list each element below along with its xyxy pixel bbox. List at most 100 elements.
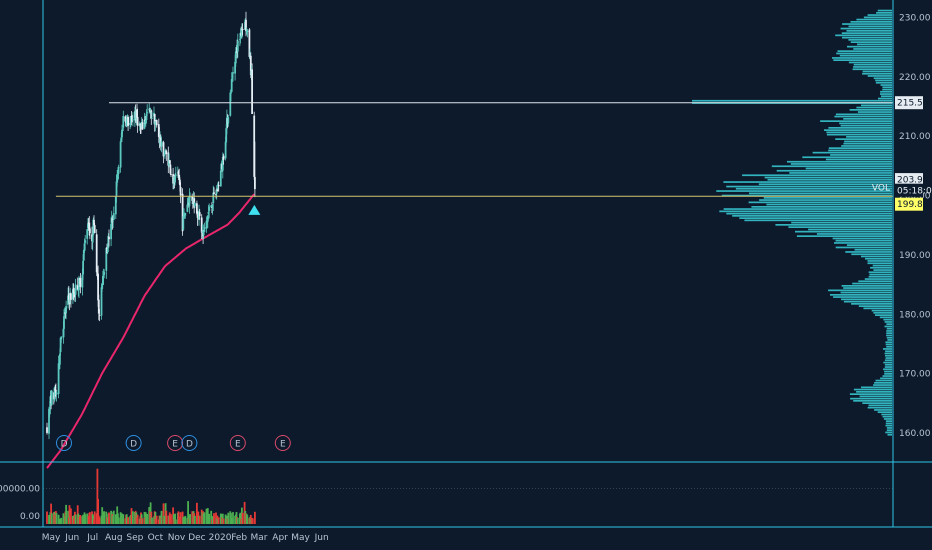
volume-profile-label: VOL bbox=[872, 183, 890, 193]
candle-body bbox=[57, 363, 60, 394]
candle-body bbox=[167, 152, 170, 166]
candle-body bbox=[115, 181, 118, 196]
profile-bar bbox=[764, 176, 892, 179]
candle-body bbox=[50, 390, 53, 405]
profile-bar bbox=[841, 32, 892, 34]
candle-body bbox=[200, 217, 203, 233]
profile-bar bbox=[853, 388, 892, 391]
earnings-event-marker[interactable] bbox=[229, 435, 246, 451]
volume-bar bbox=[67, 510, 69, 524]
volume-bar bbox=[132, 511, 134, 524]
profile-bar bbox=[873, 312, 892, 314]
profile-bar bbox=[874, 382, 892, 384]
volume-bar bbox=[151, 517, 153, 524]
candle-body bbox=[91, 236, 94, 243]
y-axis-tick-label: 230.00 bbox=[899, 13, 931, 23]
volume-bar bbox=[154, 511, 157, 524]
earnings-event-marker[interactable] bbox=[274, 435, 291, 451]
candle-body bbox=[248, 29, 251, 57]
candle-body bbox=[157, 124, 160, 137]
x-axis-tick-label: May bbox=[291, 533, 310, 543]
profile-bar bbox=[867, 406, 892, 409]
candle-body bbox=[97, 273, 99, 301]
candle-body bbox=[177, 171, 180, 176]
profile-bar bbox=[882, 86, 892, 89]
candle-body bbox=[46, 427, 48, 433]
profile-bar bbox=[850, 41, 892, 43]
volume-bar bbox=[117, 517, 120, 524]
profile-bar bbox=[870, 266, 892, 269]
y-axis-tick-label: 210.00 bbox=[899, 132, 931, 142]
profile-bar bbox=[884, 363, 892, 366]
candle-body bbox=[241, 30, 243, 37]
x-axis-tick-label: May bbox=[42, 533, 61, 543]
horizontal-lines[interactable] bbox=[55, 102, 893, 197]
profile-bar bbox=[840, 124, 892, 127]
x-axis-tick-label: Aug bbox=[105, 533, 123, 543]
y-axis-tick-label: 180.00 bbox=[899, 310, 931, 320]
candle-body bbox=[55, 392, 58, 395]
profile-bar bbox=[835, 246, 892, 249]
profile-bar bbox=[843, 287, 892, 289]
profile-bar bbox=[742, 174, 892, 177]
profile-bar bbox=[847, 45, 892, 48]
candle-body bbox=[208, 206, 211, 211]
profile-bar bbox=[851, 303, 892, 305]
profile-bar bbox=[766, 203, 892, 206]
profile-bar bbox=[886, 429, 892, 432]
event-label: D bbox=[130, 440, 137, 450]
profile-bar bbox=[723, 208, 892, 210]
candle-body bbox=[194, 202, 196, 207]
candle-body bbox=[136, 116, 139, 126]
profile-bar bbox=[861, 104, 892, 107]
profile-bar bbox=[856, 18, 892, 21]
profile-bar bbox=[884, 366, 892, 368]
candle-body bbox=[48, 408, 50, 434]
profile-bar bbox=[873, 384, 892, 386]
profile-bar bbox=[886, 336, 892, 339]
profile-bar bbox=[857, 43, 892, 46]
profile-bar bbox=[885, 343, 892, 346]
profile-bar bbox=[878, 97, 892, 100]
profile-bar bbox=[876, 12, 892, 14]
profile-bar bbox=[884, 325, 892, 328]
profile-bar bbox=[851, 253, 892, 256]
candle-body bbox=[165, 150, 168, 154]
candle-body bbox=[198, 212, 201, 217]
x-axis-tick-label: Jun bbox=[314, 533, 329, 543]
candle-body bbox=[101, 283, 104, 289]
volume-bar bbox=[155, 515, 158, 524]
volume-bar bbox=[232, 512, 234, 524]
profile-bar bbox=[840, 27, 892, 30]
dividend-event-marker[interactable] bbox=[56, 435, 72, 451]
profile-bar bbox=[863, 307, 892, 310]
profile-bar bbox=[862, 70, 892, 73]
profile-bar bbox=[867, 260, 892, 262]
volume-bar bbox=[251, 517, 253, 524]
candle-body bbox=[119, 141, 122, 168]
candle-body bbox=[79, 277, 82, 287]
profile-bar bbox=[830, 294, 892, 296]
dividend-event-marker[interactable] bbox=[181, 435, 198, 451]
countdown-tag-box bbox=[895, 183, 923, 197]
profile-bar bbox=[856, 391, 892, 393]
profile-bar bbox=[749, 192, 892, 195]
candle-body bbox=[81, 274, 84, 288]
earnings-event-marker[interactable] bbox=[167, 435, 184, 451]
profile-bar bbox=[873, 269, 892, 271]
candles bbox=[46, 11, 261, 440]
profile-bar bbox=[832, 237, 892, 240]
candle-body bbox=[249, 55, 252, 75]
profile-bar bbox=[884, 370, 892, 373]
dividend-event-marker[interactable] bbox=[125, 435, 142, 451]
profile-bar bbox=[845, 251, 892, 253]
profile-bar bbox=[853, 48, 892, 50]
profile-bar bbox=[826, 131, 892, 134]
candle-body bbox=[178, 175, 181, 178]
candle-body bbox=[155, 120, 158, 126]
profile-bar bbox=[880, 90, 892, 93]
